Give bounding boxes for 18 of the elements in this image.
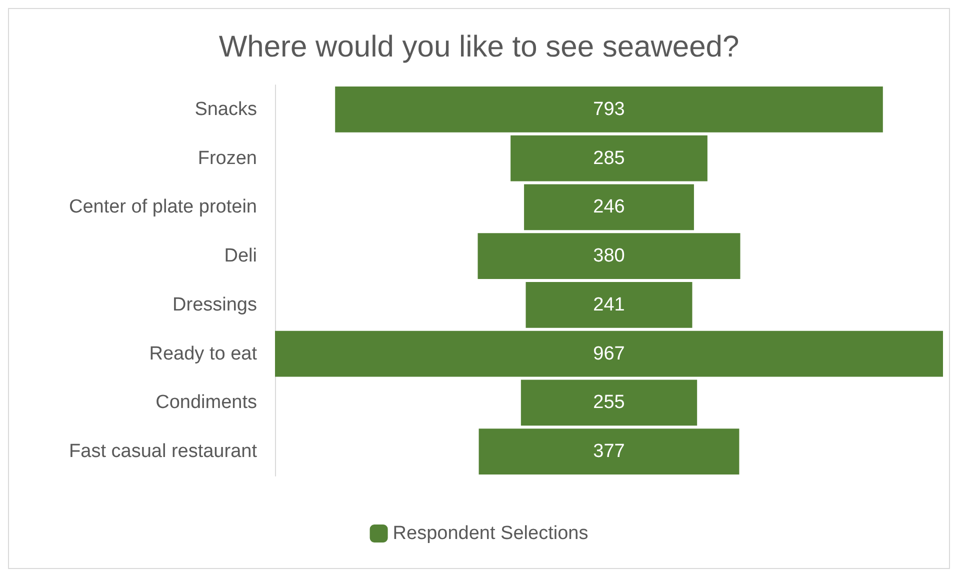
data-label: 380 [593, 246, 625, 267]
data-label: 285 [593, 148, 625, 169]
category-label: Condiments [156, 392, 257, 414]
category-label: Center of plate protein [68, 196, 257, 218]
category-label: Ready to eat [149, 343, 258, 364]
category-label: Dressings [172, 294, 257, 316]
category-label: Frozen [198, 148, 257, 169]
category-label: Snacks [194, 98, 257, 120]
text: Where would you like to see seaweed? [218, 30, 740, 64]
category-label: Deli [224, 246, 257, 267]
category-label: Fast casual restaurant [69, 441, 258, 462]
data-label: 793 [593, 98, 625, 120]
data-label: 377 [593, 441, 625, 462]
data-label: 246 [593, 196, 625, 218]
data-label: 967 [593, 343, 625, 364]
legend-label: Respondent Selections [392, 523, 588, 544]
data-label: 255 [593, 392, 625, 414]
data-label: 241 [593, 294, 625, 316]
